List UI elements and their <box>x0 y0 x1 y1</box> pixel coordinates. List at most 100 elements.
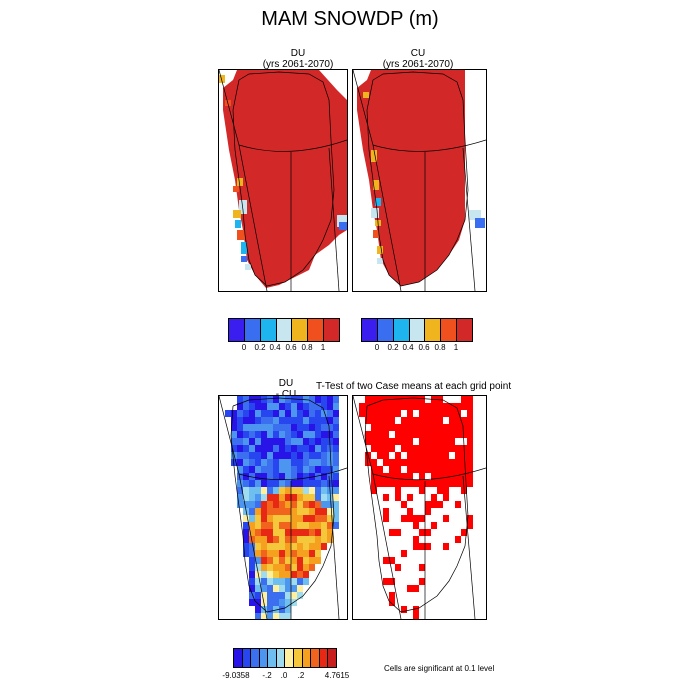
diff-cell <box>297 403 303 410</box>
diff-cell <box>267 508 273 515</box>
diff-cell <box>279 536 285 543</box>
ttest-significant-cell <box>401 501 407 508</box>
diff-cell <box>297 571 303 578</box>
ttest-significant-cell <box>395 480 401 487</box>
ttest-significant-cell <box>437 480 443 487</box>
diff-cell <box>309 515 315 522</box>
diff-cell <box>321 487 327 494</box>
ttest-significant-cell <box>377 473 383 480</box>
ttest-significant-cell <box>407 480 413 487</box>
diff-cell <box>279 599 285 606</box>
diff-cell <box>249 592 255 599</box>
diff-graticule <box>238 473 268 619</box>
diff-cell <box>303 557 309 564</box>
ttest-significant-cell <box>467 515 473 522</box>
diff-cell <box>321 473 327 480</box>
diff-cell <box>321 508 327 515</box>
diff-cell <box>261 543 267 550</box>
diff-cell <box>249 508 255 515</box>
diff-cell <box>261 459 267 466</box>
ttest-significant-cell <box>467 438 473 445</box>
diff-cell <box>285 473 291 480</box>
diff-cell <box>327 508 333 515</box>
cu-graticule <box>372 144 402 291</box>
diff-colorbar-tick: 4.7615 <box>324 671 350 680</box>
ttest-significant-cell <box>431 522 437 529</box>
diff-cell <box>327 396 333 403</box>
ttest-significant-cell <box>389 410 395 417</box>
diff-cell <box>249 487 255 494</box>
diff-cell <box>333 473 339 480</box>
diff-cell <box>327 431 333 438</box>
diff-cell <box>273 508 279 515</box>
cu-colorbar-swatch <box>409 319 426 341</box>
ttest-significant-cell <box>431 438 437 445</box>
diff-cell <box>267 466 273 473</box>
diff-cell <box>309 473 315 480</box>
diff-cell <box>279 606 285 613</box>
diff-cell <box>303 473 309 480</box>
ttest-significant-cell <box>443 480 449 487</box>
diff-cell <box>273 487 279 494</box>
ttest-significant-cell <box>455 459 461 466</box>
ttest-significant-cell <box>389 459 395 466</box>
ttest-significant-cell <box>419 396 425 403</box>
diff-title-line1: DU <box>278 378 294 389</box>
du-greenland-snow <box>223 70 347 288</box>
ttest-significant-cell <box>431 424 437 431</box>
diff-cell <box>261 424 267 431</box>
ttest-significant-cell <box>377 452 383 459</box>
diff-colorbar-swatch <box>328 649 336 667</box>
diff-cell <box>273 445 279 452</box>
diff-cell <box>309 508 315 515</box>
diff-cell <box>327 522 333 529</box>
du-graticule <box>238 144 268 291</box>
diff-cell <box>297 494 303 501</box>
diff-cell <box>249 445 255 452</box>
diff-cell <box>291 410 297 417</box>
ttest-significant-cell <box>467 424 473 431</box>
diff-cell <box>243 501 249 508</box>
ttest-significant-cell <box>425 529 431 536</box>
diff-cell <box>303 403 309 410</box>
ttest-significant-cell <box>377 480 383 487</box>
diff-cell <box>303 571 309 578</box>
ttest-significant-cell <box>377 396 383 403</box>
diff-cell <box>285 501 291 508</box>
ttest-significant-cell <box>455 501 461 508</box>
diff-cell <box>243 403 249 410</box>
diff-cell <box>249 480 255 487</box>
diff-cell <box>279 522 285 529</box>
ttest-significant-cell <box>443 543 449 550</box>
diff-cell <box>279 592 285 599</box>
cu-title-line2: (yrs 2061-2070) <box>382 59 454 70</box>
diff-cell <box>291 431 297 438</box>
diff-colorbar-tick: .0 <box>280 671 288 680</box>
diff-cell <box>309 403 315 410</box>
diff-cell <box>309 550 315 557</box>
ttest-significant-cell <box>413 452 419 459</box>
ttest-significant-cell <box>395 410 401 417</box>
diff-cell <box>243 536 249 543</box>
ttest-significant-cell <box>413 417 419 424</box>
diff-cell <box>297 466 303 473</box>
diff-colorbar-ticks: -9.0358 -.2 .0 .2 4.7615 <box>212 671 352 681</box>
ttest-significant-cell <box>413 459 419 466</box>
diff-cell <box>309 396 315 403</box>
diff-cell <box>333 515 339 522</box>
diff-cell <box>231 431 237 438</box>
diff-cell <box>261 613 267 619</box>
ttest-significant-cell <box>443 494 449 501</box>
diff-cell <box>291 536 297 543</box>
diff-cell <box>315 445 321 452</box>
ttest-significant-cell <box>437 410 443 417</box>
ttest-graticule <box>462 475 476 619</box>
diff-cell <box>255 606 261 613</box>
ttest-significant-cell <box>419 403 425 410</box>
diff-cell <box>291 452 297 459</box>
diff-cell <box>255 480 261 487</box>
diff-cell <box>273 403 279 410</box>
diff-cell <box>327 480 333 487</box>
diff-cell <box>303 480 309 487</box>
diff-cell <box>315 452 321 459</box>
